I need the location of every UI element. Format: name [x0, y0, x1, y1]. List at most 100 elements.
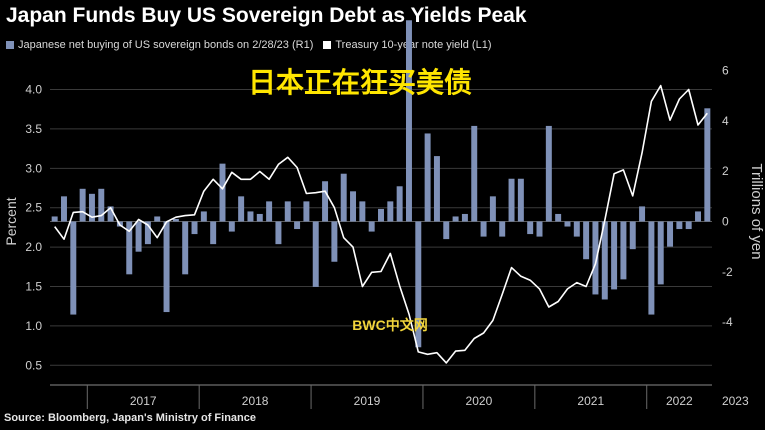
bar	[685, 221, 692, 230]
bar	[200, 211, 207, 222]
bar	[573, 221, 580, 237]
bar	[98, 188, 105, 222]
year-label: 2019	[354, 394, 381, 408]
watermark: BWC中文网	[352, 317, 427, 333]
bar	[527, 221, 534, 235]
bar	[182, 221, 189, 275]
bar	[275, 221, 282, 245]
left-tick-label: 4.0	[25, 83, 42, 97]
bar	[480, 221, 487, 237]
bar	[378, 208, 384, 222]
bar	[219, 163, 226, 222]
right-tick-label: 0	[722, 215, 729, 229]
bar	[564, 221, 571, 227]
bar	[368, 221, 375, 232]
bar	[294, 221, 301, 230]
bar	[172, 218, 179, 222]
bar	[79, 188, 86, 222]
bar	[303, 201, 310, 222]
bar	[163, 221, 170, 313]
bar	[266, 201, 273, 222]
legend-item-bars: Japanese net buying of US sovereign bond…	[6, 39, 313, 51]
bar	[639, 206, 646, 222]
bar	[657, 221, 664, 285]
bar	[443, 221, 450, 240]
bar	[629, 221, 636, 250]
bar	[536, 221, 543, 237]
left-tick-label: 2.0	[25, 240, 42, 254]
bar	[433, 156, 440, 222]
bar	[517, 178, 524, 222]
bar	[704, 108, 711, 222]
bar	[592, 221, 599, 295]
bar	[620, 221, 627, 280]
bar	[191, 221, 198, 235]
bar	[350, 191, 357, 222]
year-label: 2021	[577, 394, 604, 408]
year-label: 2022	[666, 394, 693, 408]
bar	[424, 133, 431, 222]
left-tick-label: 1.0	[25, 319, 42, 333]
bar	[415, 221, 422, 348]
source-note: Source: Bloomberg, Japan's Ministry of F…	[4, 412, 256, 424]
bar	[667, 221, 674, 247]
bar	[228, 221, 235, 232]
bar	[583, 221, 590, 260]
bar	[284, 201, 291, 222]
right-tick-label: -2	[722, 265, 733, 279]
legend-label-line: Treasury 10-year note yield (L1)	[335, 39, 492, 51]
left-tick-label: 3.5	[25, 122, 42, 136]
overlay-caption: 日本正在狂买美债	[248, 67, 472, 98]
bar	[695, 211, 701, 222]
left-tick-label: 3.0	[25, 161, 42, 175]
bar	[61, 196, 67, 222]
left-tick-label: 0.5	[25, 358, 42, 372]
bar	[648, 221, 655, 315]
bar	[471, 125, 478, 222]
right-tick-label: 2	[722, 164, 729, 178]
year-label: 2023	[722, 394, 749, 408]
right-tick-label: 6	[722, 64, 729, 78]
bar	[452, 216, 459, 222]
bar	[340, 173, 347, 222]
bar	[154, 216, 161, 222]
bar	[601, 221, 608, 300]
bar	[545, 125, 552, 222]
bar	[331, 221, 338, 262]
right-tick-label: -4	[722, 315, 733, 329]
bar	[247, 211, 254, 222]
bar	[489, 196, 496, 222]
bar	[107, 206, 114, 222]
bar	[322, 181, 329, 222]
left-tick-label: 2.5	[25, 201, 42, 215]
bar	[611, 221, 618, 290]
bar	[387, 201, 394, 222]
bar	[508, 178, 515, 222]
bar	[51, 216, 58, 222]
bar	[256, 213, 263, 222]
bar	[676, 221, 683, 230]
bar	[461, 213, 468, 222]
yield-line	[54, 84, 708, 364]
bar	[499, 221, 506, 237]
chart-title: Japan Funds Buy US Sovereign Debt as Yie…	[6, 4, 527, 27]
bar	[88, 193, 95, 222]
bar	[238, 196, 245, 222]
bar	[70, 221, 77, 315]
legend: Japanese net buying of US sovereign bond…	[6, 39, 501, 51]
left-axis-title: Percent	[3, 197, 19, 245]
bar	[555, 213, 562, 222]
year-label: 2017	[130, 394, 157, 408]
legend-swatch-line	[323, 41, 332, 49]
bar	[396, 186, 403, 222]
bar	[126, 221, 133, 275]
left-tick-label: 1.5	[25, 280, 42, 294]
bar	[405, 20, 412, 222]
legend-item-line: Treasury 10-year note yield (L1)	[323, 39, 491, 51]
year-label: 2018	[242, 394, 269, 408]
bar	[359, 201, 366, 222]
bar	[312, 221, 319, 287]
bar	[210, 221, 217, 245]
year-label: 2020	[466, 394, 493, 408]
